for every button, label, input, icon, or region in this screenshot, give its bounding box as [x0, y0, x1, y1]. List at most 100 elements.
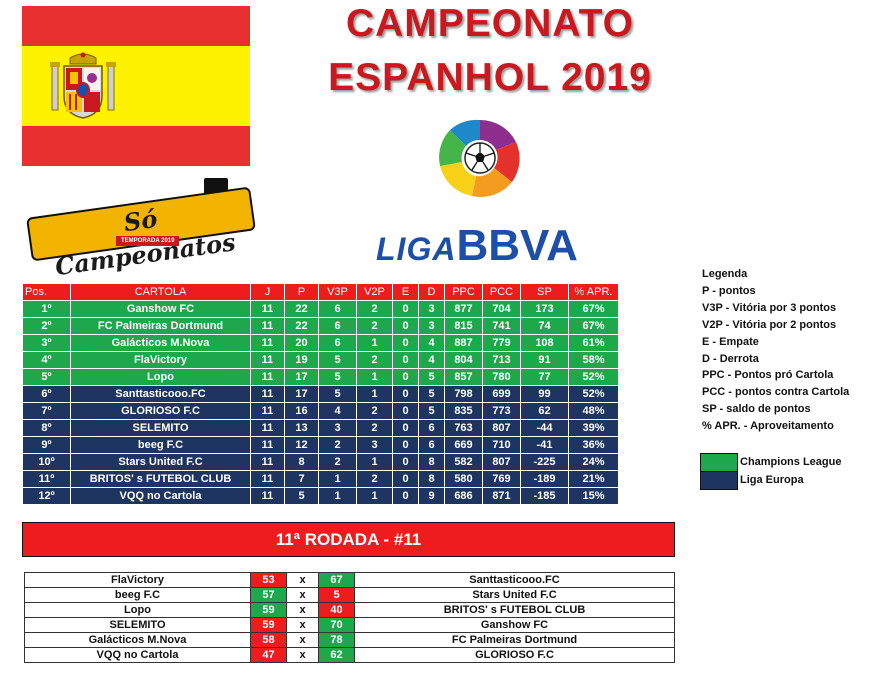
- liga-bbva-logo: LIGABBVA: [376, 224, 606, 268]
- col-header-pcc: PCC: [482, 283, 521, 301]
- match-separator: x: [286, 632, 319, 648]
- standings-cell-pos: 2º: [22, 317, 71, 335]
- standings-cell-apr: 15%: [568, 487, 619, 505]
- bbva-text: BBVA: [456, 221, 578, 270]
- standings-cell-team: GLORIOSO F.C: [70, 402, 251, 420]
- standings-cell-d: 6: [418, 436, 445, 454]
- match-home-score: 59: [250, 602, 287, 618]
- standings-cell-apr: 58%: [568, 351, 619, 369]
- standings-cell-pos: 10º: [22, 453, 71, 471]
- liga-text: LIGA: [376, 231, 457, 267]
- standings-cell-ppc: 582: [444, 453, 483, 471]
- standings-cell-p: 22: [284, 300, 319, 318]
- match-away-score: 70: [318, 617, 355, 633]
- standings-cell-d: 5: [418, 368, 445, 386]
- standings-cell-ppc: 669: [444, 436, 483, 454]
- standings-cell-team: Galácticos M.Nova: [70, 334, 251, 352]
- match-away-score: 67: [318, 572, 355, 588]
- standings-cell-v3p: 1: [318, 470, 357, 488]
- so-campeonatos-logo: Só Campeonatos TEMPORADA 2019: [26, 176, 256, 281]
- standings-cell-v3p: 2: [318, 453, 357, 471]
- standings-cell-ppc: 835: [444, 402, 483, 420]
- col-header-v2p: V2P: [356, 283, 393, 301]
- standings-cell-p: 5: [284, 487, 319, 505]
- match-away-score: 40: [318, 602, 355, 618]
- standings-cell-ppc: 798: [444, 385, 483, 403]
- standings-cell-pcc: 704: [482, 300, 521, 318]
- standings-cell-sp: 173: [520, 300, 569, 318]
- standings-cell-e: 0: [392, 470, 419, 488]
- title-line-1: CAMPEONATO: [345, 2, 635, 45]
- standings-cell-team: Ganshow FC: [70, 300, 251, 318]
- standings-table: Pos. CARTOLA J P V3P V2P E D PPC PCC SP …: [22, 283, 619, 505]
- standings-cell-j: 11: [250, 317, 285, 335]
- legend-item: SP - saldo de pontos: [702, 403, 811, 416]
- standings-cell-team: BRITOS' s FUTEBOL CLUB: [70, 470, 251, 488]
- standings-cell-sp: -44: [520, 419, 569, 437]
- standings-cell-ppc: 763: [444, 419, 483, 437]
- standings-cell-pos: 9º: [22, 436, 71, 454]
- standings-cell-p: 22: [284, 317, 319, 335]
- standings-cell-v2p: 1: [356, 334, 393, 352]
- match-away-score: 78: [318, 632, 355, 648]
- standings-cell-v3p: 6: [318, 300, 357, 318]
- standings-cell-ppc: 580: [444, 470, 483, 488]
- standings-row: 8º SELEMITO 11 13 3 2 0 6 763 807 -44 39%: [22, 419, 619, 437]
- standings-cell-pos: 3º: [22, 334, 71, 352]
- standings-cell-v2p: 1: [356, 487, 393, 505]
- match-home-team: Lopo: [24, 602, 251, 618]
- match-away-team: FC Palmeiras Dortmund: [354, 632, 675, 648]
- standings-cell-j: 11: [250, 351, 285, 369]
- match-row: Lopo 59 x 40 BRITOS' s FUTEBOL CLUB: [24, 602, 675, 618]
- match-separator: x: [286, 587, 319, 603]
- legend-item: PPC - Pontos pró Cartola: [702, 369, 834, 382]
- standings-cell-pcc: 741: [482, 317, 521, 335]
- standings-cell-p: 17: [284, 368, 319, 386]
- standings-cell-ppc: 877: [444, 300, 483, 318]
- col-header-apr: % APR.: [568, 283, 619, 301]
- legend-item: D - Derrota: [702, 352, 759, 365]
- standings-cell-apr: 61%: [568, 334, 619, 352]
- col-header-cartola: CARTOLA: [70, 283, 251, 301]
- match-home-team: Galácticos M.Nova: [24, 632, 251, 648]
- standings-cell-d: 8: [418, 453, 445, 471]
- standings-cell-e: 0: [392, 368, 419, 386]
- standings-cell-apr: 36%: [568, 436, 619, 454]
- standings-cell-j: 11: [250, 368, 285, 386]
- standings-cell-pcc: 871: [482, 487, 521, 505]
- standings-cell-sp: 99: [520, 385, 569, 403]
- standings-cell-v3p: 4: [318, 402, 357, 420]
- standings-cell-j: 11: [250, 453, 285, 471]
- standings-cell-e: 0: [392, 300, 419, 318]
- flag-red-bottom-stripe: [22, 126, 250, 166]
- standings-row: 7º GLORIOSO F.C 11 16 4 2 0 5 835 773 62 48%: [22, 402, 619, 420]
- legend-item: V3P - Vitória por 3 pontos: [702, 301, 837, 314]
- legend: Legenda P - pontos V3P - Vitória por 3 p…: [702, 266, 849, 435]
- standings-cell-p: 17: [284, 385, 319, 403]
- standings-cell-p: 7: [284, 470, 319, 488]
- standings-cell-v3p: 5: [318, 368, 357, 386]
- standings-cell-p: 16: [284, 402, 319, 420]
- standings-cell-apr: 67%: [568, 300, 619, 318]
- standings-row: 4º FlaVictory 11 19 5 2 0 4 804 713 91 58%: [22, 351, 619, 369]
- match-separator: x: [286, 647, 319, 663]
- match-home-team: FlaVictory: [24, 572, 251, 588]
- standings-cell-ppc: 887: [444, 334, 483, 352]
- match-row: VQQ no Cartola 47 x 62 GLORIOSO F.C: [24, 647, 675, 663]
- standings-cell-pos: 12º: [22, 487, 71, 505]
- legend-item: P - pontos: [702, 284, 756, 297]
- standings-cell-apr: 21%: [568, 470, 619, 488]
- standings-cell-p: 12: [284, 436, 319, 454]
- standings-cell-d: 3: [418, 317, 445, 335]
- standings-cell-pos: 7º: [22, 402, 71, 420]
- col-header-d: D: [418, 283, 445, 301]
- standings-cell-d: 5: [418, 402, 445, 420]
- standings-cell-v3p: 6: [318, 334, 357, 352]
- standings-cell-d: 8: [418, 470, 445, 488]
- standings-cell-v3p: 3: [318, 419, 357, 437]
- col-header-pos: Pos.: [22, 283, 71, 301]
- standings-cell-j: 11: [250, 385, 285, 403]
- col-header-ppc: PPC: [444, 283, 483, 301]
- standings-cell-d: 3: [418, 300, 445, 318]
- standings-row: 5º Lopo 11 17 5 1 0 5 857 780 77 52%: [22, 368, 619, 386]
